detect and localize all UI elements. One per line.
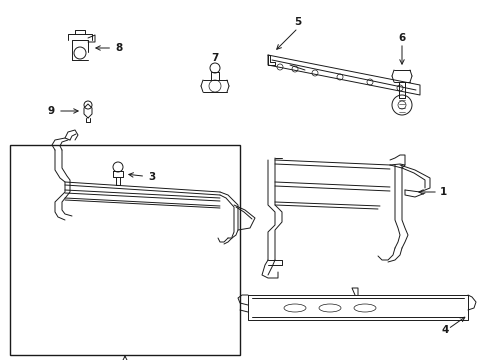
Bar: [10, 145, 240, 355]
Text: 3: 3: [128, 172, 155, 182]
Text: 8: 8: [96, 43, 122, 53]
Text: 7: 7: [211, 53, 218, 63]
Text: 9: 9: [48, 106, 55, 116]
Text: 1: 1: [439, 187, 447, 197]
Text: 4: 4: [441, 325, 448, 335]
Text: 5: 5: [294, 17, 301, 27]
Text: 6: 6: [398, 33, 405, 43]
